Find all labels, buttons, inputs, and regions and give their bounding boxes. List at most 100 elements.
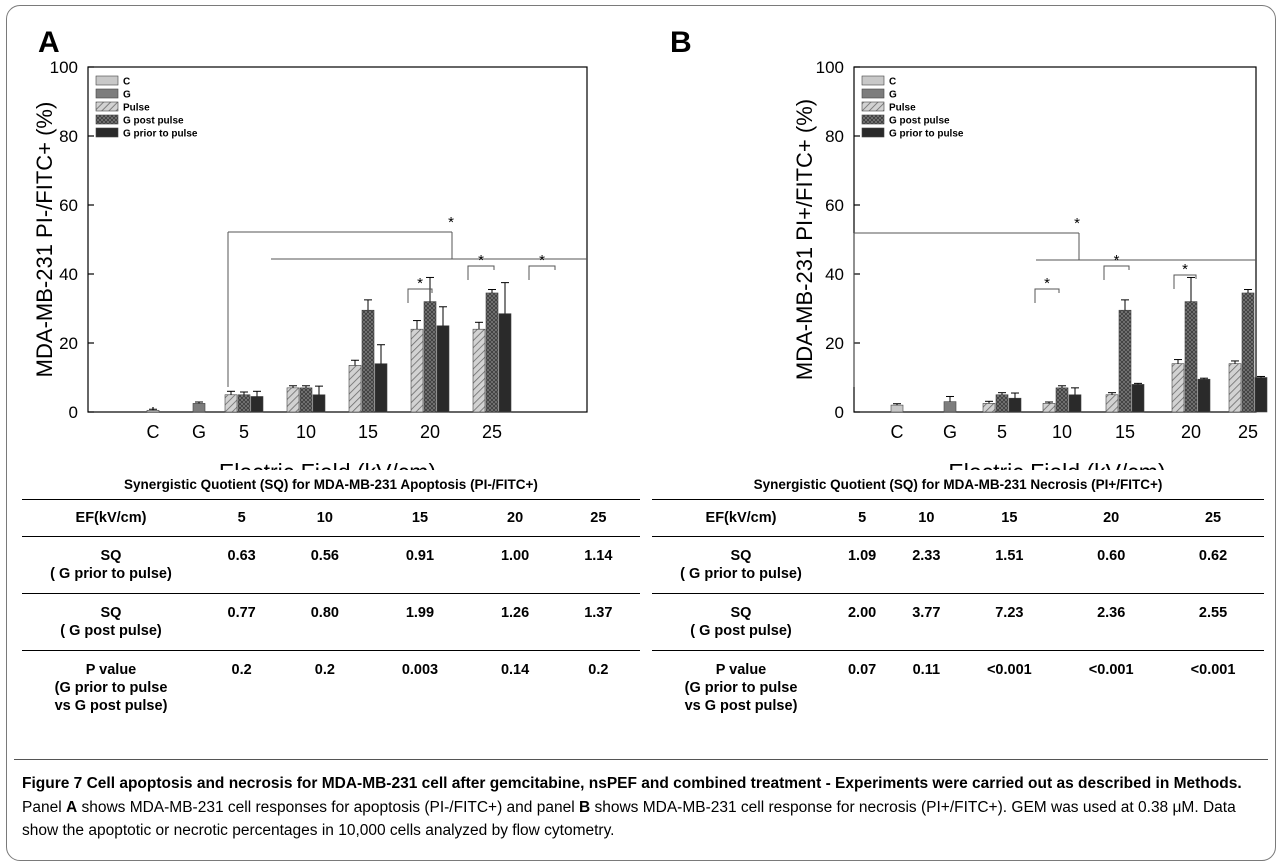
table-cell: 0.2 xyxy=(588,662,609,678)
table-header-cell: 25 xyxy=(556,499,640,537)
significance-star: * xyxy=(1182,261,1188,278)
x-tick-label: 20 xyxy=(420,422,440,442)
bar xyxy=(423,301,437,413)
table-header-cell: 15 xyxy=(366,499,474,537)
bar xyxy=(436,325,450,413)
table-header-cell: EF(kV/cm) xyxy=(22,499,200,537)
panel-b-letter: B xyxy=(670,26,692,59)
bar xyxy=(299,387,313,413)
y-tick-label: 0 xyxy=(69,403,78,422)
figure-frame xyxy=(6,5,1276,861)
x-tick-label: G xyxy=(943,422,957,442)
sq-table-apoptosis: Synergistic Quotient (SQ) for MDA-MB-231… xyxy=(22,470,640,725)
legend-label: G xyxy=(123,90,131,101)
sq-table-necrosis: Synergistic Quotient (SQ) for MDA-MB-231… xyxy=(652,470,1264,725)
table-header-cell: 25 xyxy=(1162,499,1264,537)
table-cell: 2.55 xyxy=(1162,593,1264,651)
x-tick-label: C xyxy=(891,422,904,442)
table-cell: 1.37 xyxy=(556,593,640,651)
bar xyxy=(1228,363,1242,413)
table-cell: 0.80 xyxy=(283,593,367,651)
row-label: SQ( G prior to pulse) xyxy=(652,536,830,594)
table-cell: <0.001 xyxy=(1190,662,1236,678)
bar xyxy=(1254,377,1268,413)
table-cell: 1.51 xyxy=(958,536,1061,594)
bar xyxy=(1055,387,1069,413)
significance-star: * xyxy=(1114,252,1120,269)
y-tick-label: 20 xyxy=(59,334,78,353)
table-cell: 0.2 xyxy=(231,662,252,678)
bar xyxy=(192,403,206,413)
bar xyxy=(943,401,957,413)
legend-label: G post pulse xyxy=(123,116,184,127)
x-tick-label: 25 xyxy=(1238,422,1258,442)
bar xyxy=(1105,394,1119,413)
significance-star: * xyxy=(448,214,454,231)
bar xyxy=(1118,309,1132,413)
legend-label: C xyxy=(123,77,130,88)
x-tick-label: G xyxy=(192,422,206,442)
legend-label: G prior to pulse xyxy=(123,129,198,140)
table-row: SQ( G post pulse) 2.00 3.77 7.23 2.36 2.… xyxy=(652,593,1264,651)
table-header-cell: 10 xyxy=(894,499,959,537)
x-tick-label: 20 xyxy=(1181,422,1201,442)
caption-title: Cell apoptosis and necrosis for MDA-MB-2… xyxy=(82,775,1242,792)
legend-swatch xyxy=(861,75,885,86)
legend-swatch xyxy=(95,75,119,86)
significance-bracket-small xyxy=(1173,274,1197,289)
bar xyxy=(237,394,251,413)
table-row: P value (G prior to pulse vs G post pulse)… xyxy=(652,651,1264,726)
significance-bracket-small xyxy=(407,288,433,303)
legend-swatch xyxy=(95,88,119,99)
bar xyxy=(374,363,388,413)
legend-swatch xyxy=(95,114,119,125)
table-cell: 0.56 xyxy=(283,536,367,594)
x-tick-label: 10 xyxy=(296,422,316,442)
table-header-cell: 20 xyxy=(473,499,557,537)
bar xyxy=(982,403,996,413)
significance-bracket-small xyxy=(467,265,495,280)
bar xyxy=(410,328,424,413)
significance-bracket-small xyxy=(1034,288,1060,303)
table-cell: 7.23 xyxy=(958,593,1061,651)
legend-label: Pulse xyxy=(889,103,916,114)
bar xyxy=(1131,384,1145,413)
bar xyxy=(472,328,486,413)
table-cell: 0.91 xyxy=(366,536,474,594)
legend-label: Pulse xyxy=(123,103,150,114)
table-cell: <0.001 xyxy=(986,662,1032,678)
table-cell: 2.00 xyxy=(830,593,895,651)
table-header-cell: 15 xyxy=(958,499,1061,537)
figure-caption: Figure 7 Cell apoptosis and necrosis for… xyxy=(22,775,1242,839)
x-tick-label: 5 xyxy=(997,422,1007,442)
legend-swatch xyxy=(861,114,885,125)
table-cell: 2.36 xyxy=(1060,593,1163,651)
table-cell: 1.09 xyxy=(830,536,895,594)
table-header-cell: 10 xyxy=(283,499,367,537)
x-tick-label: 25 xyxy=(482,422,502,442)
table-cell: 0.60 xyxy=(1060,536,1163,594)
table-header-cell: 5 xyxy=(200,499,284,537)
plot-frame xyxy=(87,66,588,413)
bar xyxy=(286,387,300,413)
table-cell: 1.14 xyxy=(556,536,640,594)
x-axis-label: Electric Field (kV/cm) xyxy=(948,459,1165,470)
significance-star: * xyxy=(1044,275,1050,292)
y-tick-label: 100 xyxy=(816,58,844,77)
table-cell: 2.33 xyxy=(894,536,959,594)
row-label: P value (G prior to pulse vs G post pulse) xyxy=(684,662,798,714)
table-cell: 1.99 xyxy=(366,593,474,651)
significance-star: * xyxy=(417,275,423,292)
table-cell: 0.07 xyxy=(847,662,877,678)
x-tick-label: 10 xyxy=(1052,422,1072,442)
significance-star: * xyxy=(539,252,545,269)
bar xyxy=(1042,403,1056,413)
table-header-cell: 20 xyxy=(1060,499,1163,537)
legend-swatch xyxy=(861,101,885,112)
significance-bracket-small xyxy=(528,265,556,280)
y-tick-label: 100 xyxy=(50,58,78,77)
y-tick-label: 60 xyxy=(825,196,844,215)
bar xyxy=(1197,378,1211,413)
bar xyxy=(224,394,238,413)
x-tick-label: C xyxy=(147,422,160,442)
